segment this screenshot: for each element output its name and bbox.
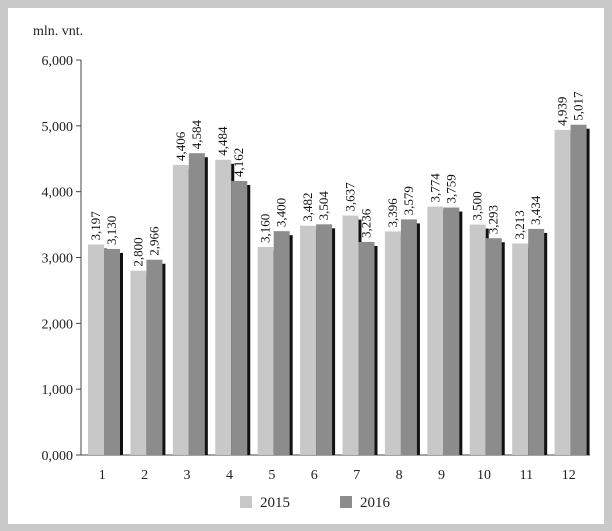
- data-label: 3,504: [316, 191, 331, 221]
- bar-2016: [400, 219, 417, 455]
- y-tick-label: 0,000: [42, 449, 74, 464]
- bar-shadow: [119, 252, 123, 455]
- bar-2016: [570, 124, 587, 455]
- x-tick-label: 2: [141, 468, 148, 483]
- x-tick-label: 1: [99, 468, 106, 483]
- data-label: 3,236: [359, 208, 374, 238]
- data-label: 3,130: [104, 216, 119, 245]
- bar-2015: [342, 215, 359, 455]
- bar-2015: [172, 164, 189, 455]
- legend-label: 2016: [360, 495, 391, 511]
- legend-label: 2015: [260, 495, 290, 511]
- data-label: 3,400: [274, 198, 289, 227]
- data-label: 3,500: [470, 191, 485, 220]
- bar-2016: [443, 207, 460, 455]
- bar-chart: mln. vnt. 0,000 1,000 2,000 3,000 4,000 5,000…: [33, 24, 590, 511]
- bar-2016: [485, 238, 502, 455]
- bar-2016: [231, 181, 248, 456]
- x-tick-label: 10: [477, 468, 491, 483]
- data-label: 3,434: [528, 195, 543, 225]
- bar-2015: [257, 246, 274, 455]
- x-tick-label: 6: [311, 468, 318, 483]
- bar-2016: [358, 241, 375, 455]
- x-axis: 1 2 3 4 5 6 7 8 9 10 11 12: [81, 454, 590, 483]
- data-label: 3,637: [343, 182, 358, 212]
- bar-shadow: [331, 228, 336, 455]
- legend: 2015 2016: [240, 495, 391, 511]
- y-tick-label: 1,000: [42, 383, 74, 398]
- data-label: 4,484: [215, 126, 230, 156]
- x-tick-label: 7: [353, 468, 360, 483]
- bar-2015: [512, 243, 529, 455]
- bar-shadow: [415, 223, 420, 455]
- bar-2015: [300, 225, 317, 455]
- bar-2016: [528, 228, 545, 455]
- bar-shadow: [458, 211, 463, 455]
- bars: [88, 124, 590, 456]
- y-tick-label: 5,000: [42, 120, 74, 135]
- legend-swatch: [240, 496, 252, 508]
- bar-2015: [215, 159, 232, 455]
- data-label: 3,579: [401, 186, 416, 215]
- bar-2016: [188, 153, 205, 455]
- data-label: 4,584: [189, 119, 204, 149]
- data-label: 3,293: [486, 205, 501, 234]
- y-tick-label: 4,000: [42, 186, 74, 201]
- bar-2016: [273, 231, 290, 455]
- x-tick-label: 8: [396, 468, 403, 483]
- bar-shadow: [500, 242, 505, 455]
- bar-shadow: [585, 128, 590, 455]
- data-label: 3,482: [300, 193, 315, 222]
- bar-2015: [130, 270, 147, 455]
- x-tick-label: 3: [184, 468, 191, 483]
- chart-frame: mln. vnt. 0,000 1,000 2,000 3,000 4,000 5,000…: [8, 8, 604, 524]
- x-tick-label: 4: [226, 468, 233, 483]
- data-label: 2,800: [130, 237, 145, 266]
- unit-label: mln. vnt.: [33, 24, 83, 39]
- bar-2016: [104, 248, 120, 455]
- data-label: 3,774: [427, 173, 442, 203]
- x-tick-label: 12: [562, 468, 576, 483]
- bar-shadow: [288, 235, 293, 455]
- bar-2015: [469, 224, 486, 455]
- bar-shadow: [161, 263, 166, 455]
- data-labels: 3,197 2,800 4,406 4,484 3,160 3,482 3,637 3,396…: [88, 91, 586, 267]
- x-tick-label: 5: [268, 468, 275, 483]
- data-label: 3,213: [512, 210, 527, 239]
- x-tick-label: 9: [438, 468, 445, 483]
- data-label: 2,966: [146, 226, 161, 256]
- bar-2015: [554, 129, 571, 455]
- bar-2015: [88, 244, 104, 455]
- data-label: 5,017: [571, 91, 586, 121]
- data-label: 4,939: [555, 97, 570, 126]
- bar-shadow: [543, 232, 548, 455]
- bar-shadow: [373, 245, 378, 455]
- data-label: 4,162: [231, 148, 246, 177]
- x-tick-label: 11: [520, 468, 533, 483]
- data-label: 3,396: [385, 198, 400, 228]
- bar-2015: [427, 206, 444, 455]
- data-label: 4,406: [173, 131, 188, 161]
- bar-2015: [384, 231, 401, 455]
- legend-item-2015: 2015: [240, 495, 290, 511]
- y-tick-label: 2,000: [42, 317, 74, 332]
- y-tick-label: 3,000: [42, 252, 74, 267]
- bar-shadow: [246, 185, 251, 456]
- bar-shadow: [203, 157, 208, 455]
- bar-2016: [316, 224, 333, 455]
- data-label: 3,759: [443, 174, 458, 203]
- y-axis: 0,000 1,000 2,000 3,000 4,000 5,000 6,000: [42, 54, 82, 464]
- data-label: 3,160: [258, 214, 273, 243]
- legend-item-2016: 2016: [340, 495, 391, 511]
- bar-2016: [146, 259, 163, 455]
- legend-swatch: [340, 496, 352, 508]
- y-tick-label: 6,000: [42, 54, 74, 69]
- data-label: 3,197: [88, 211, 103, 241]
